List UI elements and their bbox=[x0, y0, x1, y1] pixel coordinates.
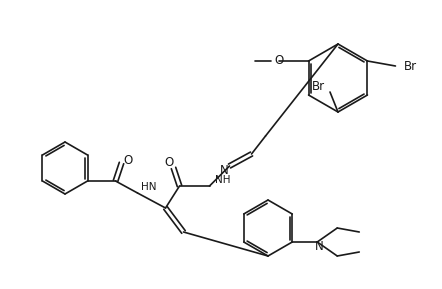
Text: HN: HN bbox=[141, 182, 156, 192]
Text: N: N bbox=[220, 164, 229, 177]
Text: N: N bbox=[315, 240, 324, 253]
Text: O: O bbox=[274, 55, 283, 68]
Text: O: O bbox=[123, 153, 132, 166]
Text: NH: NH bbox=[214, 175, 230, 185]
Text: Br: Br bbox=[404, 60, 417, 73]
Text: Br: Br bbox=[312, 81, 324, 94]
Text: O: O bbox=[164, 157, 173, 170]
